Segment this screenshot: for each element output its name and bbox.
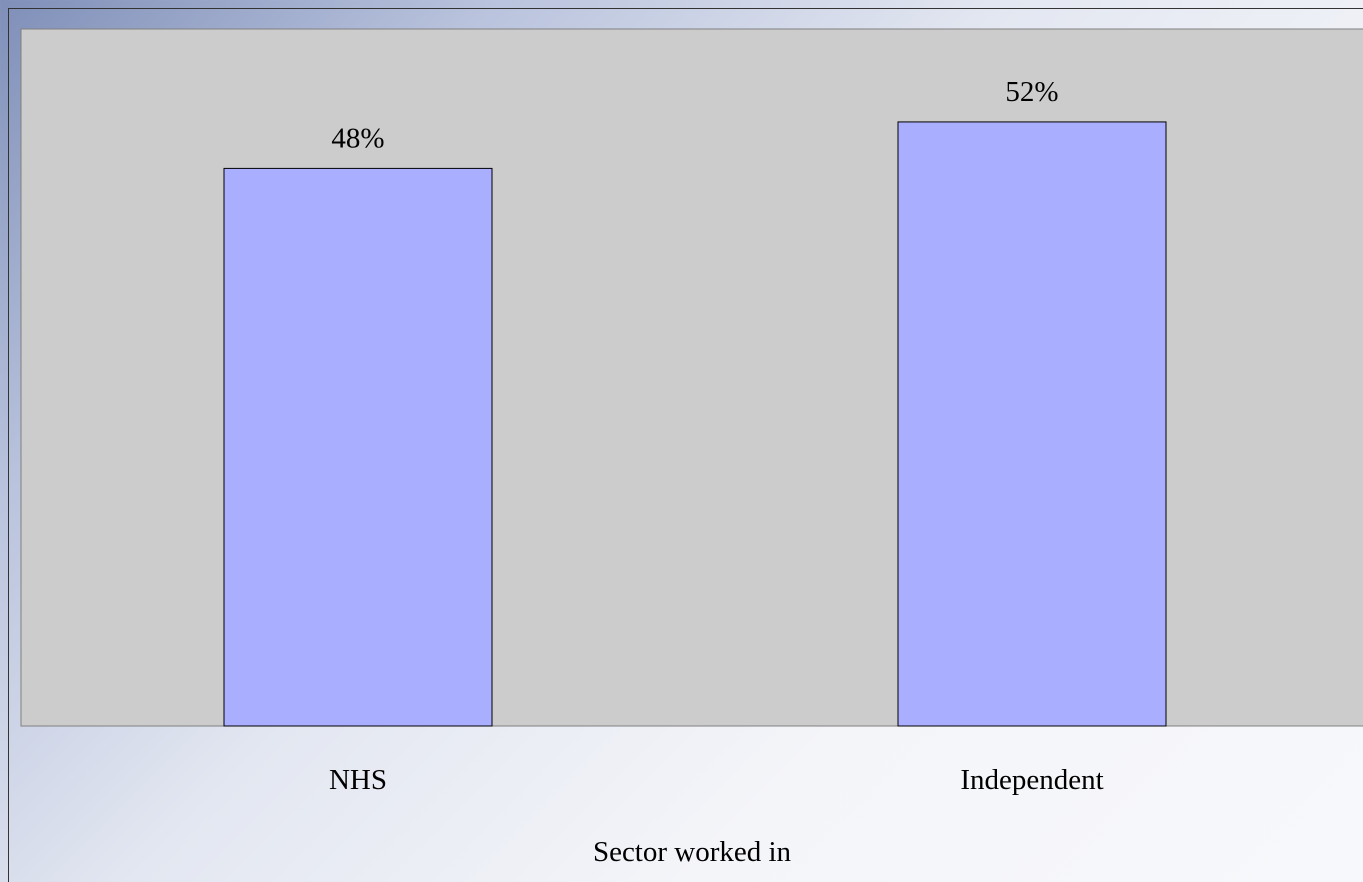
category-tick-labels-group: NHS Independent [329,764,1104,796]
bar-nhs [224,168,492,726]
x-axis-title: Sector worked in [593,836,792,868]
data-label-nhs: 48% [331,122,384,154]
tick-label-independent: Independent [960,764,1103,796]
bar-independent [898,122,1166,726]
tick-label-nhs: NHS [329,764,387,796]
data-label-independent: 52% [1005,76,1058,108]
